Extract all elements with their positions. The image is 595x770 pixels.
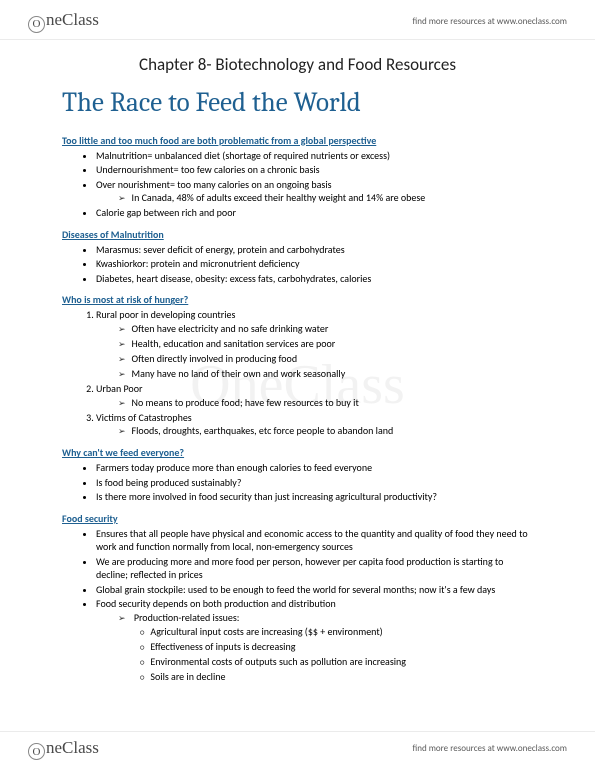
page-title: The Race to Feed the World — [62, 87, 533, 118]
list-item: Health, education and sanitation service… — [118, 337, 533, 351]
sub-list: Often have electricity and no safe drink… — [118, 322, 533, 382]
list-item-text: Over nourishment= too many calories on a… — [96, 178, 332, 191]
list-item-text: Rural poor in developing countries — [96, 308, 235, 321]
list-item-text: Urban Poor — [96, 382, 142, 395]
logo-circle-icon: O — [28, 16, 45, 33]
list-item: Production-related issues: Agricultural … — [118, 611, 533, 683]
list-item: Victims of Catastrophes Floods, droughts… — [96, 411, 533, 439]
list-item: We are producing more and more food per … — [96, 555, 533, 582]
list-item: Food security depends on both production… — [96, 597, 533, 683]
sub-list: Production-related issues: Agricultural … — [118, 611, 533, 683]
list-item: Rural poor in developing countries Often… — [96, 308, 533, 381]
bullet-list: Malnutrition= unbalanced diet (shortage … — [96, 149, 533, 220]
list-item: Environmental costs of outputs such as p… — [140, 655, 533, 669]
footer-bar: OneClass find more resources at www.onec… — [0, 731, 595, 770]
sub-list: Floods, droughts, earthquakes, etc force… — [118, 424, 533, 438]
section-heading: Food security — [62, 512, 533, 525]
bullet-list: Farmers today produce more than enough c… — [96, 461, 533, 504]
list-item-text: Production-related issues: — [134, 611, 240, 624]
list-item: Kwashiorkor: protein and micronutrient d… — [96, 257, 533, 271]
sub-list: No means to produce food; have few resou… — [118, 396, 533, 410]
list-item: No means to produce food; have few resou… — [118, 396, 533, 410]
list-item: Effectiveness of inputs is decreasing — [140, 640, 533, 654]
brand-logo: OneClass — [28, 738, 99, 761]
brand-logo: OneClass — [28, 10, 99, 33]
list-item-text: Victims of Catastrophes — [96, 411, 192, 424]
section-heading: Too little and too much food are both pr… — [62, 134, 533, 147]
sub-list: In Canada, 48% of adults exceed their he… — [118, 191, 533, 205]
list-item: Calorie gap between rich and poor — [96, 206, 533, 220]
list-item-text: Food security depends on both production… — [96, 597, 336, 610]
numbered-list: Rural poor in developing countries Often… — [96, 308, 533, 438]
list-item: Over nourishment= too many calories on a… — [96, 178, 533, 206]
list-item: Many have no land of their own and work … — [118, 367, 533, 381]
section-heading: Who is most at risk of hunger? — [62, 293, 533, 306]
list-item: Malnutrition= unbalanced diet (shortage … — [96, 149, 533, 163]
logo-text: neClass — [46, 10, 99, 29]
list-item: Ensures that all people have physical an… — [96, 527, 533, 554]
bullet-list: Ensures that all people have physical an… — [96, 527, 533, 683]
list-item: Soils are in decline — [140, 670, 533, 684]
logo-text: neClass — [46, 738, 99, 757]
header-bar: OneClass find more resources at www.onec… — [0, 0, 595, 40]
logo-circle-icon: O — [28, 743, 45, 760]
list-item: Diabetes, heart disease, obesity: excess… — [96, 272, 533, 286]
list-item: Is food being produced sustainably? — [96, 476, 533, 490]
section-heading: Diseases of Malnutrition — [62, 228, 533, 241]
chapter-title: Chapter 8- Biotechnology and Food Resour… — [62, 54, 533, 75]
list-item: Urban Poor No means to produce food; hav… — [96, 382, 533, 410]
list-item: Undernourishment= too few calories on a … — [96, 163, 533, 177]
footer-tagline: find more resources at www.oneclass.com — [412, 743, 567, 754]
list-item: Floods, droughts, earthquakes, etc force… — [118, 424, 533, 438]
bullet-list: Marasmus: sever deficit of energy, prote… — [96, 243, 533, 286]
sub-sub-list: Agricultural input costs are increasing … — [140, 625, 533, 683]
list-item: Often have electricity and no safe drink… — [118, 322, 533, 336]
list-item: Is there more involved in food security … — [96, 490, 533, 504]
document-page: Chapter 8- Biotechnology and Food Resour… — [0, 40, 595, 696]
header-tagline: find more resources at www.oneclass.com — [412, 16, 567, 27]
list-item: Farmers today produce more than enough c… — [96, 461, 533, 475]
list-item: In Canada, 48% of adults exceed their he… — [118, 191, 533, 205]
list-item: Marasmus: sever deficit of energy, prote… — [96, 243, 533, 257]
section-heading: Why can't we feed everyone? — [62, 446, 533, 459]
list-item: Global grain stockpile: used to be enoug… — [96, 583, 533, 597]
list-item: Often directly involved in producing foo… — [118, 352, 533, 366]
list-item: Agricultural input costs are increasing … — [140, 625, 533, 639]
